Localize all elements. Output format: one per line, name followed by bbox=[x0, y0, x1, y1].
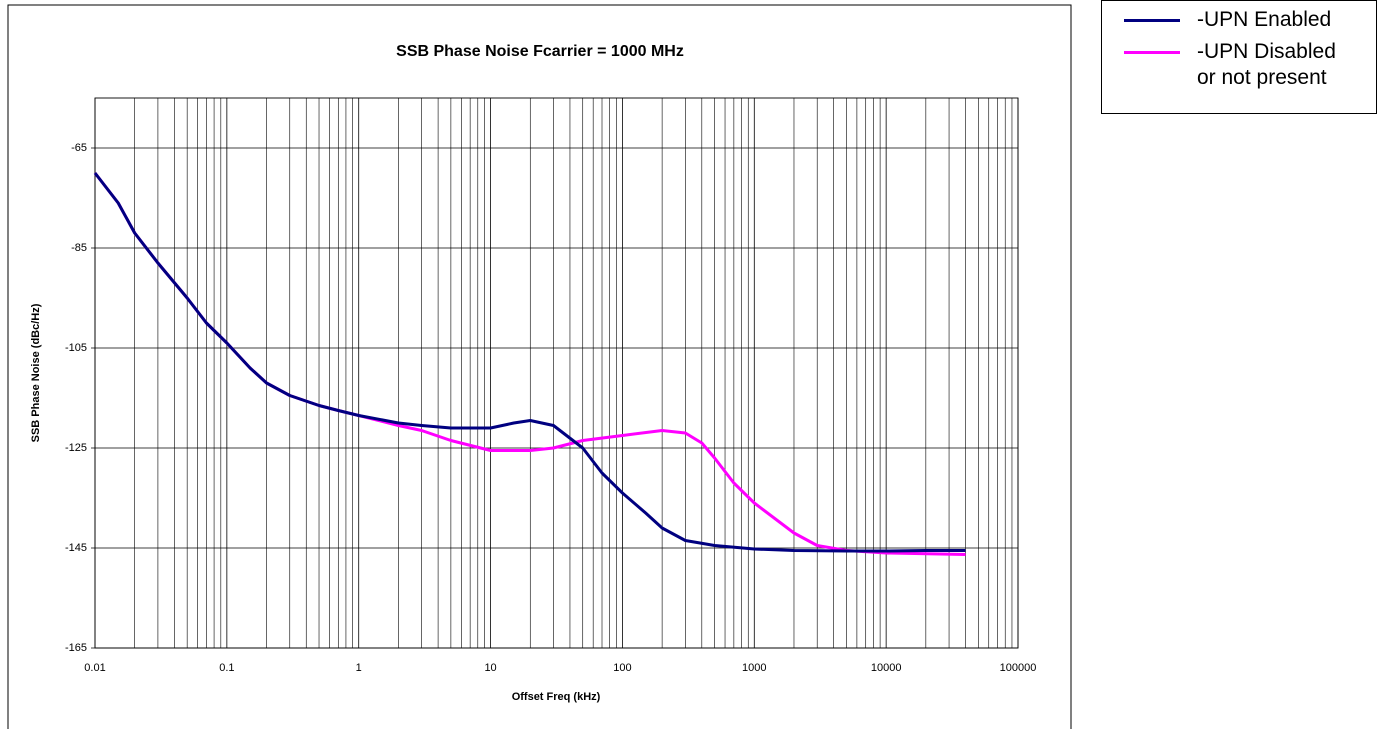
x-tick-label: 100000 bbox=[1000, 662, 1037, 674]
plot-area bbox=[94, 97, 1019, 649]
x-tick-label: 0.01 bbox=[84, 662, 105, 674]
legend-item: -UPN Enabled bbox=[1102, 7, 1357, 33]
x-tick-label: 100 bbox=[613, 662, 631, 674]
y-tick-label: -145 bbox=[65, 542, 87, 554]
series-line bbox=[93, 172, 966, 553]
x-axis-label: Offset Freq (kHz) bbox=[512, 691, 601, 703]
y-tick-label: -85 bbox=[71, 242, 87, 254]
x-tick-label: 0.1 bbox=[219, 662, 234, 674]
y-tick-label: -165 bbox=[65, 642, 87, 654]
legend-label: -UPN Enabled bbox=[1197, 8, 1332, 31]
y-tick-label: -125 bbox=[65, 442, 87, 454]
y-tick-label: -105 bbox=[65, 342, 87, 354]
legend-swatch bbox=[1124, 19, 1180, 22]
y-tick-label: -65 bbox=[71, 142, 87, 154]
x-tick-label: 10000 bbox=[871, 662, 902, 674]
x-tick-label: 10 bbox=[484, 662, 496, 674]
legend-swatch bbox=[1124, 51, 1180, 54]
x-tick-label: 1 bbox=[356, 662, 362, 674]
legend-item: -UPN Disabled or not present bbox=[1102, 39, 1357, 91]
x-tick-label: 1000 bbox=[742, 662, 766, 674]
legend-label: -UPN Disabled or not present bbox=[1197, 40, 1336, 89]
chart-title: SSB Phase Noise Fcarrier = 1000 MHz bbox=[396, 43, 684, 60]
y-axis-label: SSB Phase Noise (dBc/Hz) bbox=[30, 303, 42, 442]
plot-border bbox=[94, 97, 1019, 649]
chart-frame bbox=[7, 4, 1072, 729]
legend: -UPN Enabled -UPN Disabled or not present bbox=[1101, 0, 1377, 114]
